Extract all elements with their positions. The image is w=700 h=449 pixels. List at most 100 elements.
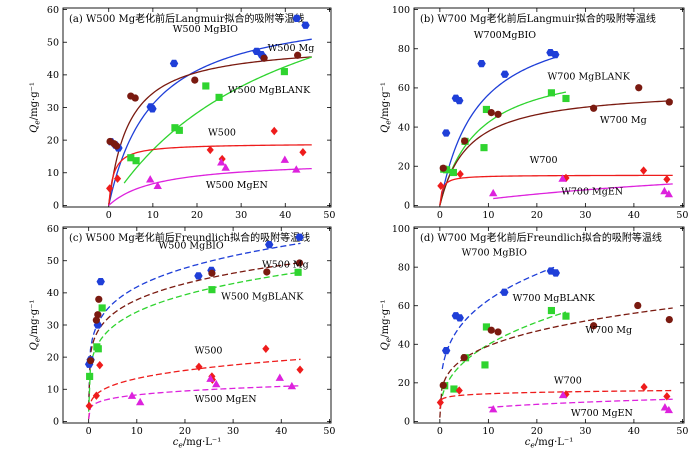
data-point xyxy=(135,397,145,406)
data-point xyxy=(96,360,104,370)
fit-curve xyxy=(88,262,301,407)
data-point xyxy=(280,155,290,163)
data-point xyxy=(551,269,560,277)
data-point xyxy=(296,365,304,374)
y-tick-label: 30 xyxy=(47,103,59,114)
chart-panel-b: 0 10 20 30 40 50 0 20 40 60 80 100 (b) W700 Mg老化前后La… xyxy=(380,5,688,221)
x-tick-label: 40 xyxy=(628,210,640,221)
data-point xyxy=(86,372,94,380)
y-tick-label: 50 xyxy=(47,256,59,267)
fit-curve xyxy=(439,174,673,206)
data-point xyxy=(562,390,570,399)
data-point xyxy=(590,104,598,112)
data-point xyxy=(265,241,274,249)
y-axis-label: Qe/mg·g⁻¹ xyxy=(29,82,42,133)
data-point xyxy=(547,89,555,97)
data-point xyxy=(218,154,226,164)
data-point xyxy=(195,362,203,371)
data-point xyxy=(92,391,100,400)
data-point xyxy=(146,175,155,183)
x-tick-label: 40 xyxy=(275,426,287,437)
series-label: W700 MgEN xyxy=(571,408,633,419)
y-tick-label: 40 xyxy=(398,122,410,133)
x-tick-label: 50 xyxy=(676,210,688,221)
data-point xyxy=(260,54,268,62)
series-label: W500 MgBLANK xyxy=(228,85,311,96)
data-point xyxy=(439,164,447,172)
y-axis-label: Qe/mg·g⁻¹ xyxy=(380,82,393,133)
data-point xyxy=(562,312,570,320)
data-point xyxy=(551,51,560,59)
data-point xyxy=(95,295,103,303)
data-point xyxy=(262,344,270,353)
y-axis-label: Qe/mg·g⁻¹ xyxy=(380,300,393,351)
series-label: W700 MgBIO xyxy=(462,247,527,258)
data-point xyxy=(206,374,215,382)
series-label: W500 MgBIO xyxy=(158,241,223,252)
series-label: W700 Mg xyxy=(600,115,647,126)
fit-curve xyxy=(439,389,673,410)
fit-curve xyxy=(493,183,673,200)
data-point xyxy=(113,174,122,183)
data-point xyxy=(263,268,271,276)
data-point xyxy=(153,181,162,189)
fit-curve xyxy=(108,38,312,206)
data-point xyxy=(562,94,570,103)
data-point xyxy=(94,311,102,319)
x-tick-label: 0 xyxy=(437,426,443,437)
data-point xyxy=(299,148,307,157)
data-point xyxy=(660,186,669,195)
data-point xyxy=(169,59,179,68)
y-tick-label: 60 xyxy=(47,5,59,16)
x-tick-label: 10 xyxy=(482,426,494,437)
series-label: W500 MgBIO xyxy=(173,24,238,35)
fit-curve xyxy=(88,271,301,412)
data-point xyxy=(280,68,288,76)
data-point xyxy=(558,174,567,182)
fit-curve xyxy=(88,358,301,420)
series-label: W500 MgEN xyxy=(206,180,268,191)
data-point xyxy=(436,398,444,407)
y-tick-label: 10 xyxy=(47,385,59,396)
x-tick-label: 40 xyxy=(628,426,640,437)
x-tick-label: 0 xyxy=(437,210,443,221)
data-point xyxy=(294,51,302,59)
y-tick-label: 60 xyxy=(47,224,59,235)
data-point xyxy=(439,381,447,389)
x-tick-label: 30 xyxy=(579,426,591,437)
x-tick-label: 50 xyxy=(676,426,688,437)
data-point xyxy=(294,268,302,276)
data-point xyxy=(132,157,140,165)
x-tick-label: 10 xyxy=(147,210,159,221)
fit-curve xyxy=(488,398,673,409)
data-point xyxy=(481,361,489,369)
y-tick-label: 40 xyxy=(398,340,410,351)
fit-curve xyxy=(441,265,557,370)
fit-curve xyxy=(439,100,673,206)
data-point xyxy=(175,126,183,134)
data-point xyxy=(106,184,114,193)
series-label: W700 MgBLANK xyxy=(548,71,631,82)
data-point xyxy=(663,175,671,184)
x-tick-label: 50 xyxy=(323,210,335,221)
series-label: W700 xyxy=(554,375,582,386)
data-point xyxy=(634,301,642,310)
data-point xyxy=(663,392,671,401)
y-tick-label: 40 xyxy=(47,288,59,299)
data-point xyxy=(148,105,157,113)
data-point xyxy=(292,14,301,23)
data-point xyxy=(500,70,510,78)
y-tick-label: 100 xyxy=(392,5,410,16)
data-point xyxy=(489,188,498,197)
fit-curve xyxy=(439,307,673,418)
data-point xyxy=(127,391,137,399)
data-point xyxy=(477,60,486,68)
plot-frame xyxy=(413,7,685,208)
data-point xyxy=(94,345,102,353)
data-point xyxy=(590,322,598,330)
data-point xyxy=(665,316,673,324)
chart-title: (a) W500 Mg老化前后Langmuir拟合的吸附等温线 xyxy=(69,12,304,25)
y-tick-label: 60 xyxy=(398,83,410,94)
data-point xyxy=(455,386,463,395)
data-point xyxy=(301,21,310,29)
